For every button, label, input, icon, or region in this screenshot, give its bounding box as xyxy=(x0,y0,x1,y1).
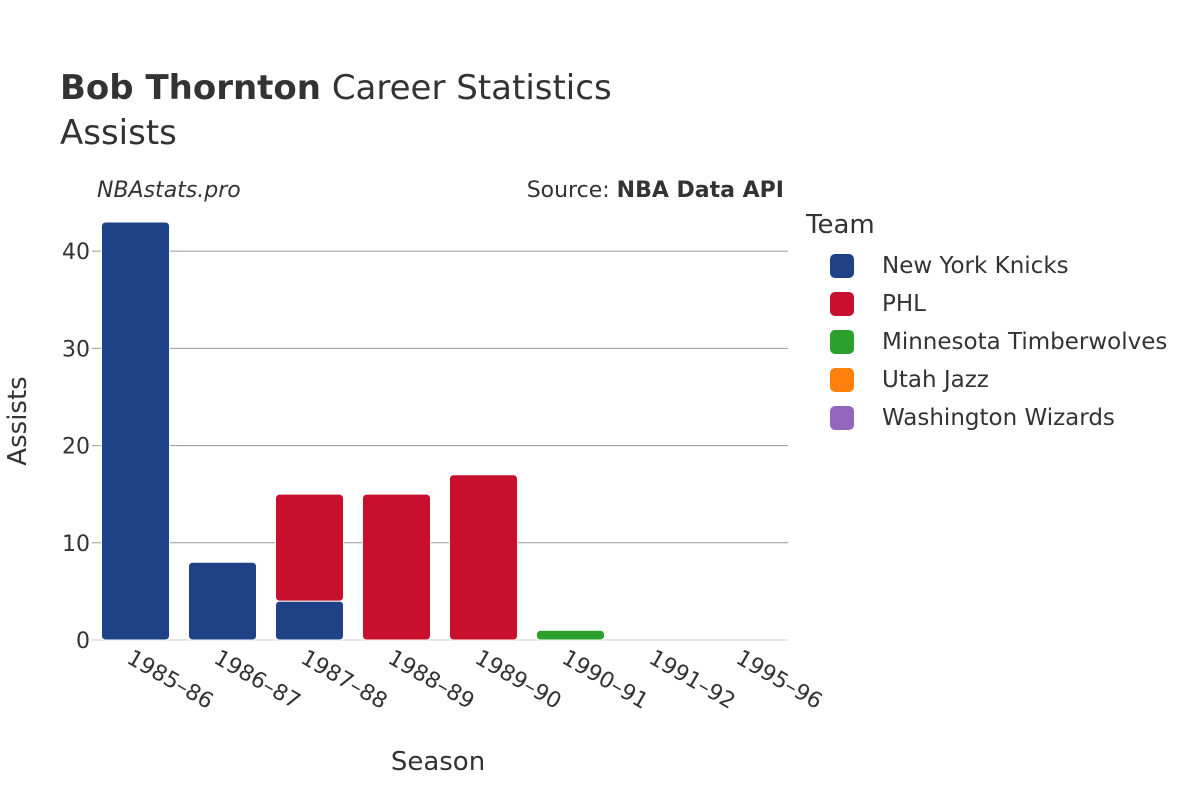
legend-item[interactable]: Washington Wizards xyxy=(830,403,1115,433)
legend-title: Team xyxy=(806,210,875,240)
site-credit: NBAstats.pro xyxy=(97,178,241,203)
legend-label: New York Knicks xyxy=(882,253,1069,279)
x-tick-label: 1990–91 xyxy=(558,646,653,715)
bar-segment xyxy=(362,493,431,641)
y-tick-label: 10 xyxy=(62,532,90,557)
y-tick-label: 0 xyxy=(76,629,90,654)
bar-segment xyxy=(449,474,518,641)
legend-swatch xyxy=(830,406,854,430)
legend-label: PHL xyxy=(882,291,926,317)
chart-title: Bob Thornton Career Statistics xyxy=(60,68,612,108)
x-tick-label: 1988–89 xyxy=(384,646,479,715)
bar-segment xyxy=(101,221,170,641)
y-tick-label: 30 xyxy=(62,337,90,362)
x-tick-label: 1985–86 xyxy=(123,646,218,715)
legend-swatch xyxy=(830,330,854,354)
x-tick-label: 1989–90 xyxy=(471,646,566,715)
x-tick-label: 1986–87 xyxy=(210,646,305,715)
legend-item[interactable]: New York Knicks xyxy=(830,251,1069,281)
legend-swatch xyxy=(830,292,854,316)
legend-swatch xyxy=(830,254,854,278)
title-rest: Career Statistics xyxy=(331,68,612,108)
bar-segment xyxy=(536,629,605,641)
source-prefix: Source: xyxy=(526,178,617,203)
source-name: NBA Data API xyxy=(616,178,784,203)
legend-item[interactable]: Utah Jazz xyxy=(830,365,989,395)
legend-label: Washington Wizards xyxy=(882,405,1115,431)
bar-segment xyxy=(188,561,257,641)
bar-segment xyxy=(275,600,344,641)
player-name: Bob Thornton xyxy=(60,68,321,108)
chart-subtitle: Assists xyxy=(60,113,177,153)
x-tick-label: 1991–92 xyxy=(645,646,740,715)
legend-label: Minnesota Timberwolves xyxy=(882,329,1168,355)
x-tick-label: 1987–88 xyxy=(297,646,392,715)
y-tick-label: 40 xyxy=(62,240,90,265)
y-axis-title: Assists xyxy=(3,376,33,465)
legend-swatch xyxy=(830,368,854,392)
x-axis-title: Season xyxy=(391,747,485,777)
y-tick-label: 20 xyxy=(62,435,90,460)
legend-item[interactable]: Minnesota Timberwolves xyxy=(830,327,1167,357)
source-credit: Source: NBA Data API xyxy=(527,178,784,203)
x-tick-label: 1995–96 xyxy=(732,646,827,715)
legend-item[interactable]: PHL xyxy=(830,289,926,319)
legend-label: Utah Jazz xyxy=(882,367,989,393)
bar-segment xyxy=(275,493,344,602)
